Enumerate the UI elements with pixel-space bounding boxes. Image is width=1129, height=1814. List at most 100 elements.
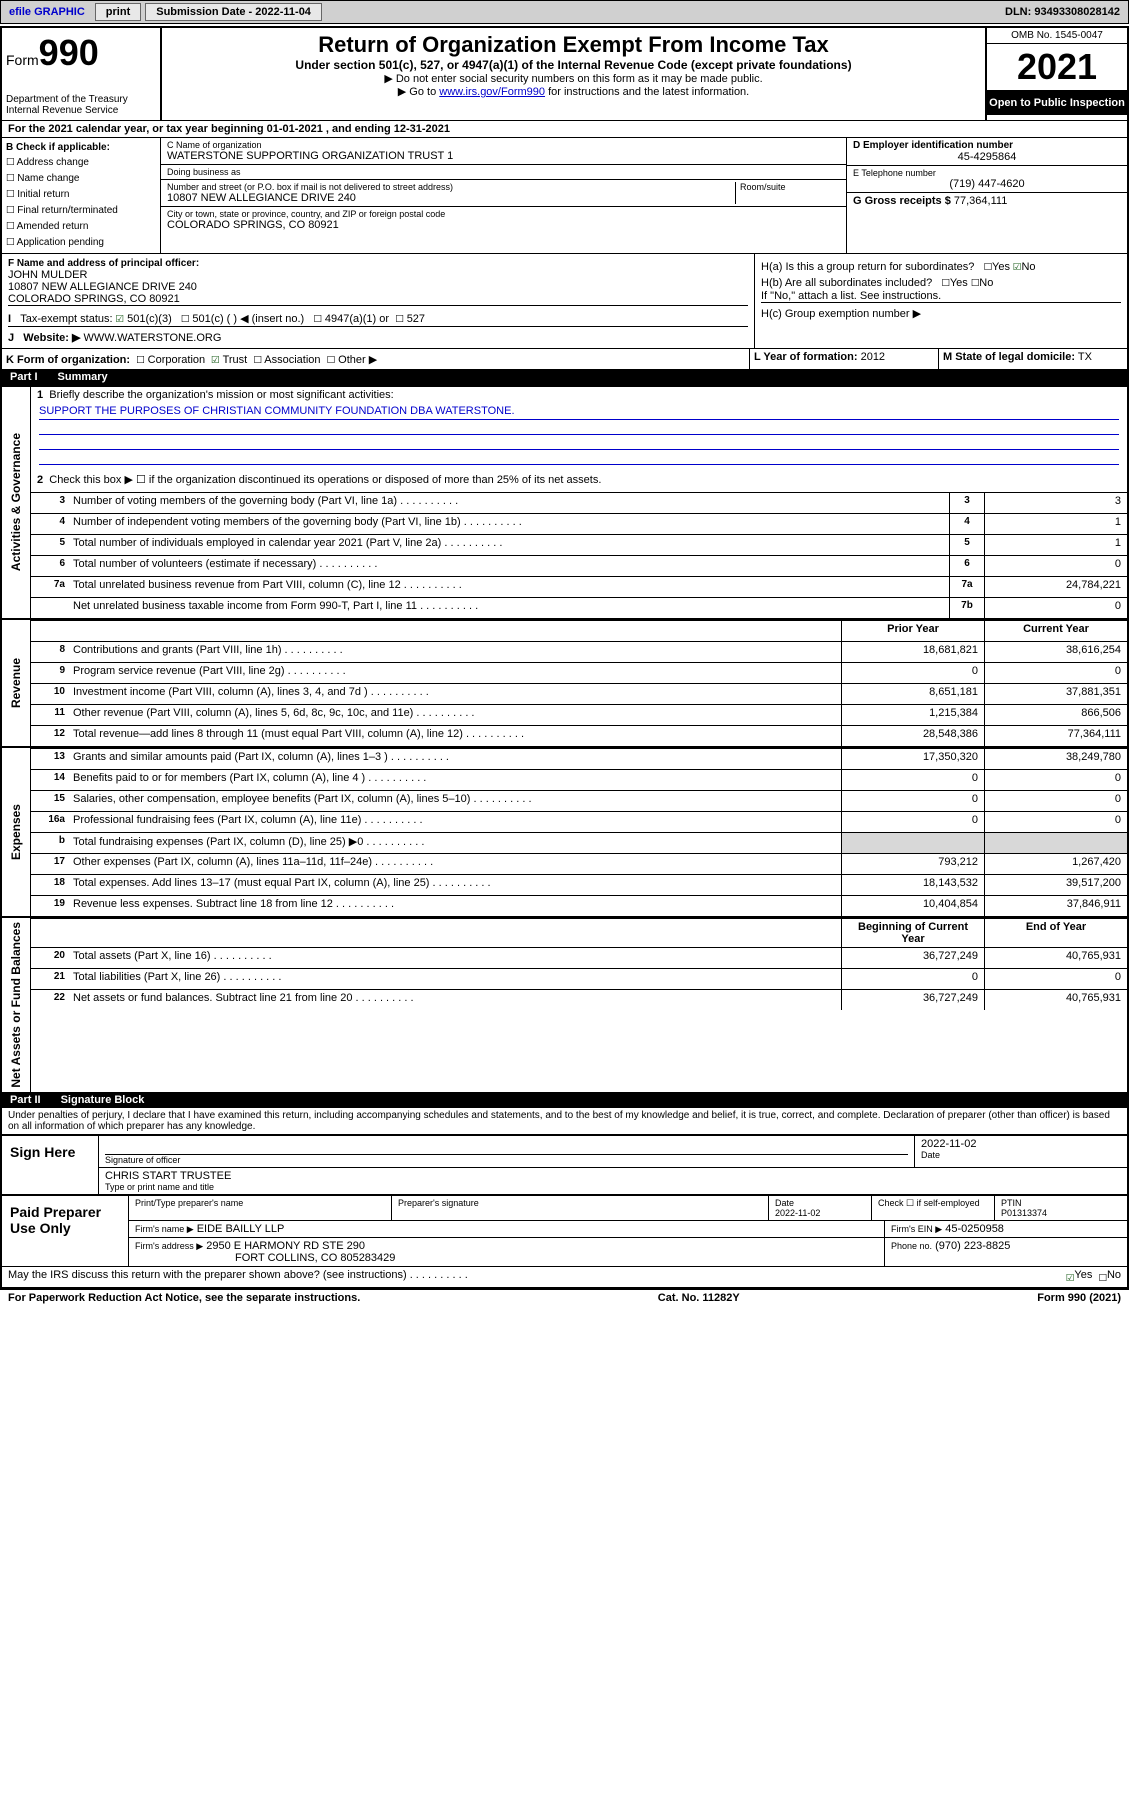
data-row: 17Other expenses (Part IX, column (A), l… — [31, 853, 1127, 874]
check-corp[interactable] — [136, 353, 144, 366]
check-501c[interactable] — [181, 312, 189, 325]
data-row: 8Contributions and grants (Part VIII, li… — [31, 641, 1127, 662]
check-amended[interactable] — [6, 221, 14, 232]
col-beg: Beginning of Current Year — [841, 919, 984, 947]
check-4947[interactable] — [313, 312, 321, 325]
data-row: 11Other revenue (Part VIII, column (A), … — [31, 704, 1127, 725]
check-address-change[interactable] — [6, 157, 14, 168]
check-527[interactable] — [395, 312, 403, 325]
line-no: 19 — [31, 896, 69, 916]
data-row: 22Net assets or fund balances. Subtract … — [31, 989, 1127, 1010]
prior-value: 36,727,249 — [841, 990, 984, 1010]
line-key: 6 — [949, 556, 984, 576]
data-row: 21Total liabilities (Part X, line 26)00 — [31, 968, 1127, 989]
page-footer: For Paperwork Reduction Act Notice, see … — [0, 1289, 1129, 1306]
check-final-return[interactable] — [6, 205, 14, 216]
k-l-m-row: K Form of organization: Corporation Trus… — [2, 348, 1127, 369]
prior-value: 28,548,386 — [841, 726, 984, 746]
check-501c3[interactable] — [116, 312, 124, 325]
city-value: COLORADO SPRINGS, CO 80921 — [167, 219, 840, 231]
irs-link[interactable]: www.irs.gov/Form990 — [439, 86, 545, 98]
form-header: Form990 Department of the Treasury Inter… — [2, 28, 1127, 120]
gov-row: 3Number of voting members of the governi… — [31, 492, 1127, 513]
line-text: Total liabilities (Part X, line 26) — [69, 969, 841, 989]
self-emp-label: Check ☐ if self-employed — [872, 1196, 995, 1220]
officer-signature[interactable] — [105, 1138, 908, 1155]
penalty-text: Under penalties of perjury, I declare th… — [2, 1108, 1127, 1134]
line-no: 10 — [31, 684, 69, 704]
prior-value: 36,727,249 — [841, 948, 984, 968]
street-label: Number and street (or P.O. box if mail i… — [167, 182, 735, 192]
line-no: 14 — [31, 770, 69, 790]
section-net: Net Assets or Fund Balances Beginning of… — [2, 916, 1127, 1092]
footer-mid: Cat. No. 11282Y — [658, 1292, 740, 1304]
gov-row: 5Total number of individuals employed in… — [31, 534, 1127, 555]
section-revenue: Revenue Prior Year Current Year 8Contrib… — [2, 618, 1127, 746]
ha-label: H(a) Is this a group return for subordin… — [761, 261, 974, 273]
current-value: 40,765,931 — [984, 948, 1127, 968]
check-assoc[interactable] — [253, 353, 261, 366]
current-value: 1,267,420 — [984, 854, 1127, 874]
sig-date-label: Date — [921, 1150, 1121, 1160]
line-no: 12 — [31, 726, 69, 746]
g-label: G Gross receipts $ — [853, 195, 951, 207]
check-other[interactable] — [327, 353, 335, 366]
line-value: 3 — [984, 493, 1127, 513]
discuss-yes[interactable] — [1066, 1269, 1074, 1285]
check-pending[interactable] — [6, 237, 14, 248]
print-button[interactable]: print — [95, 3, 141, 21]
current-value: 866,506 — [984, 705, 1127, 725]
vlabel-expenses: Expenses — [7, 800, 25, 864]
org-name: WATERSTONE SUPPORTING ORGANIZATION TRUST… — [167, 150, 840, 162]
opt-527: 527 — [407, 313, 425, 325]
gov-row: 7aTotal unrelated business revenue from … — [31, 576, 1127, 597]
efile-label: efile GRAPHIC — [1, 4, 93, 20]
prior-value: 18,143,532 — [841, 875, 984, 895]
section-b: B Check if applicable: Address change Na… — [2, 138, 161, 253]
line-text: Total assets (Part X, line 16) — [69, 948, 841, 968]
data-row: bTotal fundraising expenses (Part IX, co… — [31, 832, 1127, 853]
line-value: 0 — [984, 556, 1127, 576]
data-row: 16aProfessional fundraising fees (Part I… — [31, 811, 1127, 832]
l-value: 2012 — [861, 351, 885, 363]
sig-date: 2022-11-02 — [921, 1138, 1121, 1150]
line-text: Net assets or fund balances. Subtract li… — [69, 990, 841, 1010]
line-text: Other expenses (Part IX, column (A), lin… — [69, 854, 841, 874]
line-key: 3 — [949, 493, 984, 513]
opt-4947: 4947(a)(1) or — [325, 313, 389, 325]
prior-value: 0 — [841, 791, 984, 811]
section-d: D Employer identification number 45-4295… — [846, 138, 1127, 253]
check-trust[interactable] — [211, 353, 219, 366]
check-initial-return[interactable] — [6, 189, 14, 200]
current-value: 40,765,931 — [984, 990, 1127, 1010]
line-no: 21 — [31, 969, 69, 989]
prior-value: 8,651,181 — [841, 684, 984, 704]
part1-header: Part I Summary — [2, 369, 1127, 385]
ha-yes[interactable] — [984, 260, 992, 273]
dln-label: DLN: 93493308028142 — [997, 4, 1128, 20]
discuss-no[interactable] — [1099, 1269, 1107, 1285]
open-public: Open to Public Inspection — [987, 91, 1127, 115]
current-value: 37,881,351 — [984, 684, 1127, 704]
hb-yes[interactable] — [941, 276, 949, 289]
col-end: End of Year — [984, 919, 1127, 947]
line-text: Benefits paid to or for members (Part IX… — [69, 770, 841, 790]
form-number: 990 — [39, 32, 99, 73]
firm-ein: 45-0250958 — [945, 1223, 1004, 1235]
line-no: 6 — [31, 556, 69, 576]
form-subtitle: Under section 501(c), 527, or 4947(a)(1)… — [170, 58, 977, 72]
opt-amended: Amended return — [17, 221, 89, 232]
blank-text2 — [69, 919, 841, 947]
line-text: Other revenue (Part VIII, column (A), li… — [69, 705, 841, 725]
section-c: C Name of organization WATERSTONE SUPPOR… — [161, 138, 846, 253]
part2-header: Part II Signature Block — [2, 1092, 1127, 1108]
line-no: 8 — [31, 642, 69, 662]
line-value: 1 — [984, 535, 1127, 555]
line-value: 24,784,221 — [984, 577, 1127, 597]
check-name-change[interactable] — [6, 173, 14, 184]
c-name-label: C Name of organization — [167, 140, 840, 150]
omb-number: OMB No. 1545-0047 — [987, 28, 1127, 44]
sign-here-block: Sign Here Signature of officer 2022-11-0… — [2, 1134, 1127, 1194]
line-no: 22 — [31, 990, 69, 1010]
data-row: 13Grants and similar amounts paid (Part … — [31, 748, 1127, 769]
